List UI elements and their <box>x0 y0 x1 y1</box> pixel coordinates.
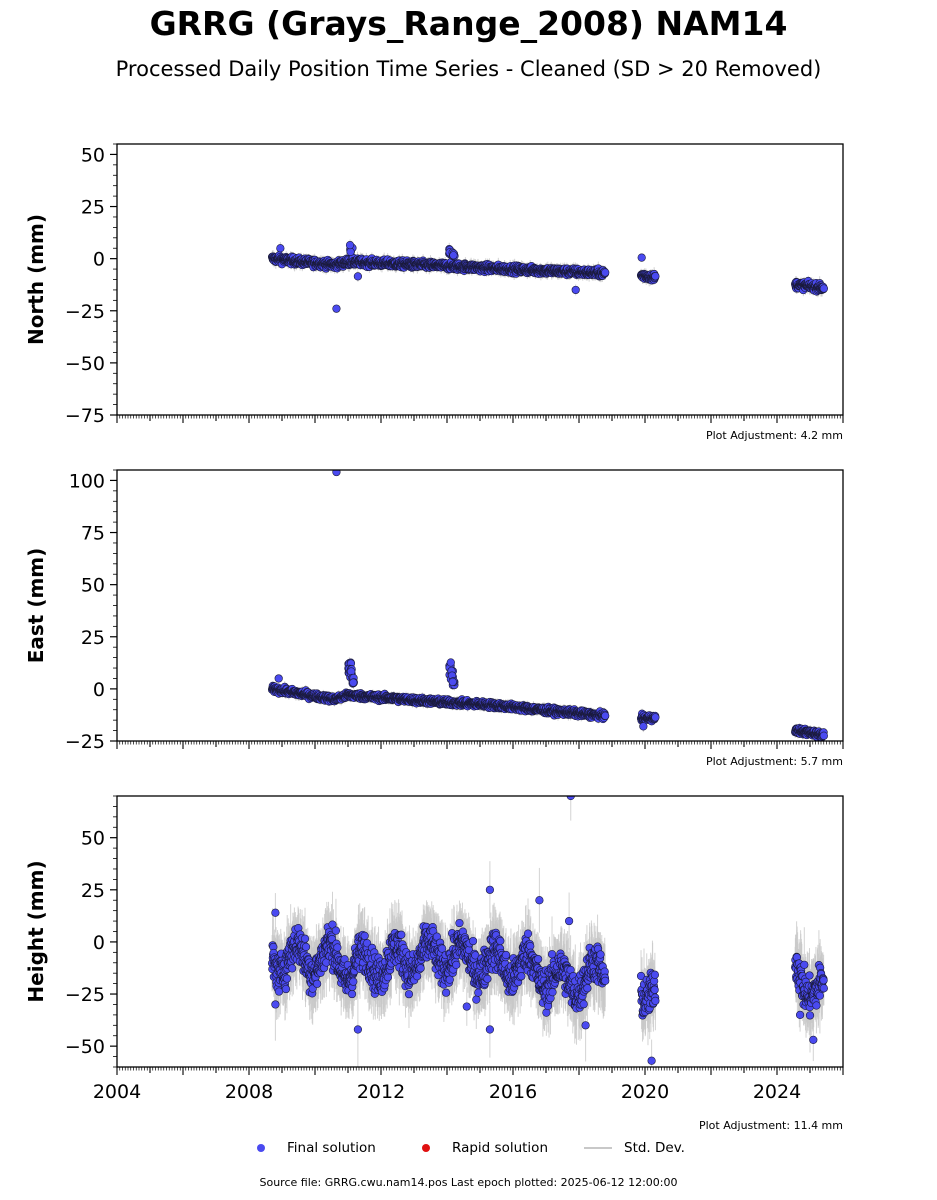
final-solution-point <box>353 272 363 281</box>
final-solution-point <box>651 272 660 281</box>
north-panel: 50 25 0 −25 −50 −75 North (mm) <box>24 143 844 427</box>
final-solution-point <box>332 304 341 313</box>
final-solution-point <box>345 241 355 250</box>
final-solution-point <box>346 247 355 256</box>
plots-area: 50 25 0 −25 −50 −75 North (mm) 1007550250−25Eas… <box>24 143 844 1103</box>
y-tick-label: 50 <box>81 144 105 166</box>
y-tick-label: −25 <box>65 301 105 323</box>
final-solution-point <box>637 253 646 262</box>
final-solution-point <box>276 244 285 253</box>
final-solution-point <box>449 251 458 260</box>
y-tick-label: 0 <box>93 249 105 271</box>
east-data <box>268 470 828 741</box>
y-tick-label: −75 <box>65 405 105 427</box>
final-solution-point <box>571 285 580 295</box>
chart-title: GRRG (Grays_Range_2008) NAM14 <box>149 4 788 43</box>
north-data <box>268 239 828 313</box>
final-solution-point <box>819 284 828 293</box>
final-solution-point <box>601 268 610 277</box>
north-ylabel: North (mm) <box>24 214 48 345</box>
y-tick-label: −50 <box>65 353 105 375</box>
y-tick-label: 25 <box>81 197 105 219</box>
chart-subtitle: Processed Daily Position Time Series - C… <box>115 57 822 81</box>
north-frame <box>116 143 844 416</box>
